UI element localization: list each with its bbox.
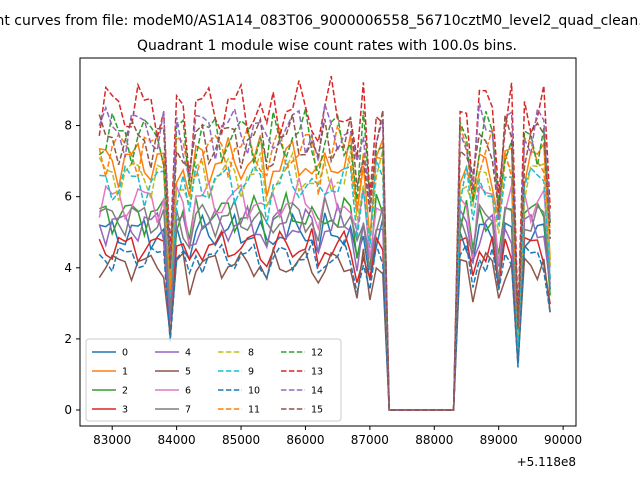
legend-label-9: 9 [248,367,254,378]
legend-label-0: 0 [122,348,128,359]
x-tick-label: 89000 [480,433,518,447]
legend-label-4: 4 [185,348,191,359]
legend-label-10: 10 [248,386,260,397]
y-tick-label: 4 [64,261,72,275]
x-tick-label: 85000 [222,433,260,447]
series-line-9 [99,159,551,411]
ticks-layer: 83000 84000 85000 86000 87000 88000 89000 90000… [64,119,582,447]
series-line-14 [98,102,551,411]
x-tick-label: 88000 [415,433,453,447]
legend-label-12: 12 [311,348,323,359]
x-tick-label: 84000 [158,433,196,447]
x-tick-label: 83000 [93,433,131,447]
series-layer [98,75,551,411]
series-line-8 [98,150,551,411]
y-tick-label: 8 [64,119,72,133]
y-tick-label: 2 [64,332,72,346]
y-tick-label: 0 [64,403,72,417]
x-tick-label: 90000 [544,433,582,447]
legend-frame [85,338,342,422]
x-tick-label: 87000 [351,433,389,447]
series-line-15 [98,110,551,411]
chart-title: Quadrant 1 module wise count rates with … [137,38,517,54]
legend-label-8: 8 [248,348,254,359]
y-tick-label: 6 [64,190,72,204]
legend-label-13: 13 [311,367,323,378]
legend-label-1: 1 [122,367,128,378]
legend-label-7: 7 [185,405,191,416]
series-line-3 [98,228,551,411]
axes-frame [79,57,577,427]
x-tick-label: 86000 [286,433,324,447]
legend-label-11: 11 [248,405,260,416]
legend-label-14: 14 [311,386,323,397]
series-line-10 [98,238,551,411]
legend-label-2: 2 [122,386,128,397]
legend-label-5: 5 [185,367,191,378]
legend-label-3: 3 [122,405,128,416]
legend-label-6: 6 [185,386,191,397]
x-offset-label: +5.118e8 [517,455,576,469]
legend-label-15: 15 [311,405,323,416]
figure-suptitle: Light curves from file: modeM0/AS1A14_08… [0,13,640,29]
